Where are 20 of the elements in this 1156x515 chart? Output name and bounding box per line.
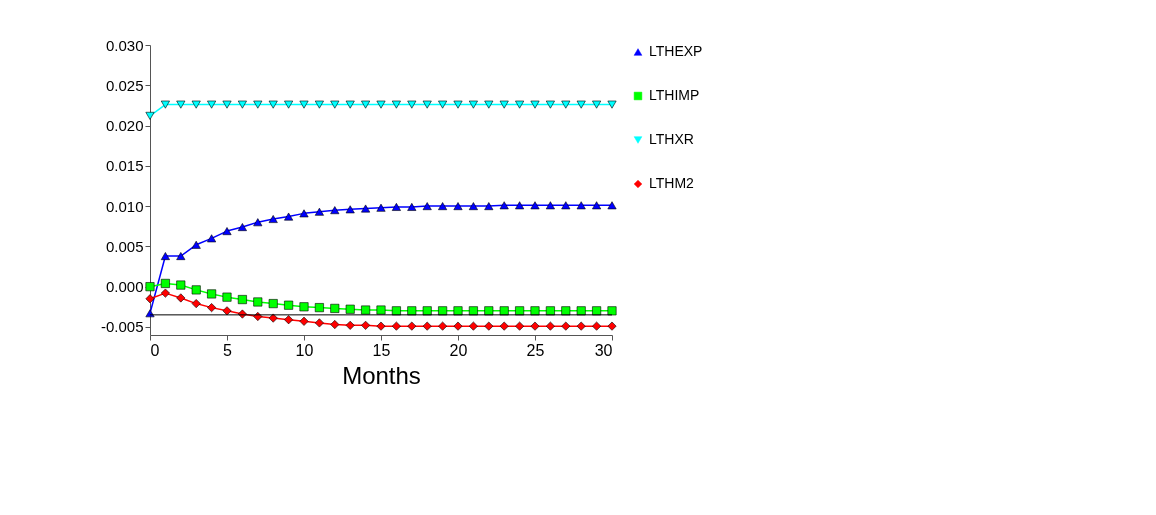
legend-label: LTHEXP [649, 43, 703, 59]
x-tick-label: 15 [372, 341, 391, 359]
x-tick-label: 10 [295, 341, 314, 359]
x-tick-label: 0 [150, 341, 160, 359]
x-axis-title: Months [342, 361, 421, 389]
x-tick-label: 20 [449, 341, 468, 359]
y-tick-label: 0.005 [105, 237, 144, 255]
y-tick-label: 0.020 [105, 117, 144, 135]
x-tick-label: 25 [526, 341, 545, 359]
y-tick-label: 0.030 [105, 36, 144, 54]
y-tick-label: 0.015 [105, 157, 144, 175]
y-tick-label: 0.025 [105, 76, 144, 94]
legend-label: LTHIMP [649, 87, 700, 103]
legend-label: LTHM2 [649, 175, 695, 191]
y-tick-label: 0.010 [105, 197, 144, 215]
legend-label: LTHXR [649, 131, 694, 147]
x-tick-label: 5 [223, 341, 233, 359]
y-tick-label: -0.005 [100, 318, 144, 336]
y-tick-label: 0.000 [105, 278, 144, 296]
x-tick-label: 30 [594, 341, 613, 359]
